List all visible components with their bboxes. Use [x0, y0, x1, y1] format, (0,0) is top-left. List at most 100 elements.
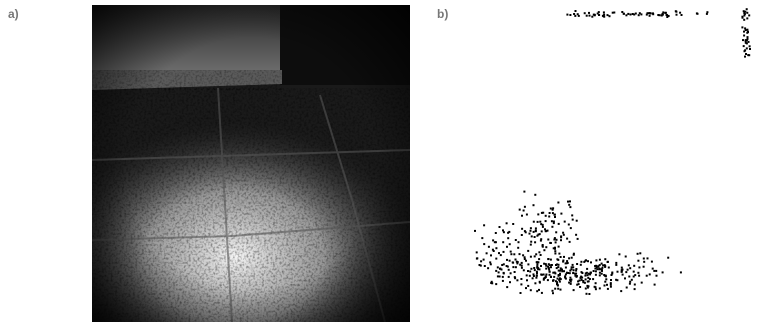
point — [604, 265, 607, 268]
point — [576, 283, 579, 286]
point — [653, 283, 656, 286]
point — [564, 275, 567, 278]
point — [648, 273, 651, 276]
point — [622, 12, 625, 15]
point — [538, 258, 541, 261]
point — [579, 263, 582, 266]
point — [586, 267, 589, 270]
point — [666, 16, 669, 18]
point — [594, 267, 597, 270]
point — [569, 200, 571, 203]
point — [584, 287, 587, 290]
point — [633, 13, 636, 16]
point — [536, 272, 538, 275]
point — [558, 278, 561, 281]
point — [564, 277, 567, 280]
point — [633, 283, 636, 286]
point — [611, 271, 614, 274]
point — [542, 273, 545, 276]
point — [529, 243, 532, 246]
point — [554, 272, 557, 275]
point — [522, 209, 525, 212]
point — [627, 264, 630, 267]
point — [521, 227, 524, 230]
point — [594, 282, 597, 285]
point — [583, 260, 586, 263]
point — [507, 268, 510, 271]
point — [494, 241, 497, 244]
point — [512, 266, 515, 269]
point — [585, 14, 588, 17]
point — [632, 275, 635, 278]
point — [574, 10, 577, 12]
point — [568, 203, 571, 206]
point — [609, 283, 612, 286]
point — [586, 274, 589, 277]
point — [492, 250, 495, 252]
point — [554, 216, 556, 218]
point — [528, 274, 531, 277]
point — [628, 275, 631, 278]
point — [744, 27, 747, 30]
point — [675, 13, 678, 16]
point — [591, 15, 594, 18]
point — [603, 13, 606, 16]
point — [556, 284, 559, 287]
point — [532, 204, 535, 207]
point — [744, 55, 746, 58]
point — [491, 282, 494, 285]
point — [561, 268, 563, 271]
point — [569, 276, 572, 279]
point — [604, 274, 607, 277]
point — [537, 233, 540, 236]
point — [574, 272, 577, 275]
point — [607, 266, 610, 269]
point — [543, 262, 546, 265]
point — [570, 266, 573, 269]
point — [568, 240, 571, 243]
point — [552, 222, 555, 225]
point — [618, 253, 621, 256]
point — [558, 280, 561, 283]
point — [555, 264, 557, 266]
point — [584, 274, 587, 277]
point — [554, 247, 556, 250]
point — [645, 13, 648, 16]
point — [517, 241, 520, 244]
point — [475, 251, 478, 254]
point — [579, 286, 582, 288]
point — [580, 278, 583, 281]
point — [499, 267, 501, 270]
point — [667, 15, 670, 17]
point — [513, 276, 516, 279]
point — [532, 230, 535, 233]
point — [655, 274, 658, 277]
point — [540, 265, 542, 267]
point — [590, 261, 592, 264]
point — [539, 220, 542, 223]
point — [507, 275, 510, 278]
point — [596, 268, 599, 271]
point — [609, 285, 612, 288]
point — [552, 220, 555, 223]
point — [576, 13, 579, 16]
point — [552, 279, 554, 282]
point — [746, 28, 749, 31]
point — [544, 263, 547, 266]
point — [509, 250, 512, 253]
point — [544, 214, 547, 217]
point — [581, 276, 584, 279]
point — [534, 241, 537, 244]
point — [549, 207, 552, 210]
point — [639, 252, 642, 255]
point — [548, 264, 551, 267]
point — [600, 262, 603, 265]
point — [592, 278, 595, 281]
point — [652, 13, 655, 16]
point — [535, 253, 538, 256]
point — [679, 11, 682, 14]
point — [540, 291, 543, 294]
point — [584, 259, 587, 262]
point — [597, 11, 600, 14]
point — [490, 254, 492, 257]
